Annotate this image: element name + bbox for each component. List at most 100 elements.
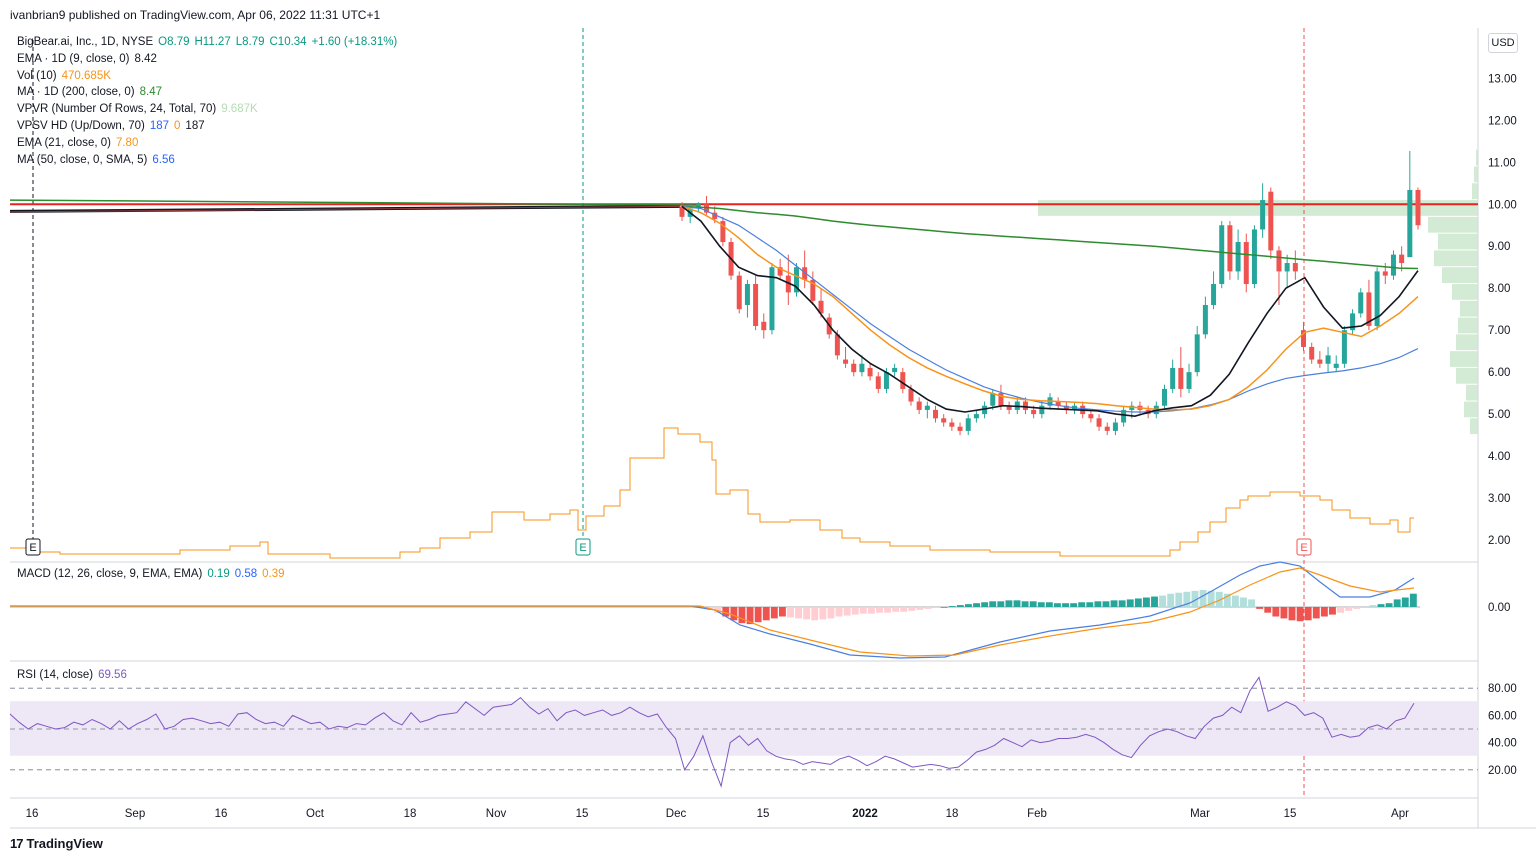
macd-histogram-bar — [1142, 597, 1150, 607]
legend-row-0-value: C10.34 — [269, 36, 307, 48]
rsi-legend-row-value: 69.56 — [98, 669, 127, 681]
time-tick-label: Oct — [306, 808, 325, 820]
legend-row-6[interactable]: EMA (21, close, 0) 7.80 — [17, 135, 397, 152]
legend-row-3[interactable]: MA · 1D (200, close, 0) 8.47 — [17, 84, 397, 101]
tradingview-logo-icon: 17 — [10, 836, 24, 851]
earnings-marker — [25, 538, 41, 556]
macd-histogram-bar — [1329, 607, 1336, 615]
macd-legend-row[interactable]: MACD (12, 26, close, 9, EMA, EMA) 0.19 0.5… — [17, 568, 285, 580]
candle-body — [949, 422, 955, 427]
macd-histogram-bar — [754, 607, 762, 623]
macd-histogram-bar — [973, 603, 980, 607]
legend-row-2[interactable]: Vol (10) 470.685K — [17, 68, 397, 85]
price-tick-label: 13.00 — [1488, 73, 1517, 85]
macd-histogram-bar — [1070, 603, 1078, 607]
vpvr-bar — [1460, 300, 1478, 317]
ema21-line — [681, 205, 1419, 411]
vpvr-bar — [1474, 166, 1478, 183]
macd-legend-row-value: 0.19 — [207, 568, 230, 580]
macd-histogram-bar — [1401, 597, 1409, 607]
macd-histogram-bar — [1159, 595, 1167, 607]
candle-body — [1063, 405, 1069, 410]
macd-histogram-bar — [1191, 590, 1199, 607]
legend-row-6-label: EMA (21, close, 0) — [17, 136, 111, 149]
candle-body — [834, 334, 840, 356]
legend-row-7-value: 6.56 — [152, 153, 175, 166]
macd-histogram-bar — [1223, 593, 1231, 607]
macd-histogram-bar — [884, 607, 892, 613]
macd-histogram-bar — [916, 607, 924, 610]
macd-histogram-bar — [843, 607, 851, 616]
candle-body — [1358, 292, 1364, 314]
vpvr-bar — [1452, 284, 1478, 300]
candle-body — [1382, 271, 1388, 276]
legend-row-7[interactable]: MA (50, close, 0, SMA, 5) 6.56 — [17, 152, 397, 169]
candle-body — [1211, 284, 1217, 305]
macd-histogram-bar — [1005, 600, 1013, 607]
candle-body — [1251, 229, 1257, 285]
price-tick-label: 9.00 — [1488, 241, 1510, 253]
macd-histogram-bar — [746, 607, 754, 625]
volume-line — [10, 427, 1414, 559]
currency-button[interactable]: USD — [1488, 33, 1518, 53]
legend-row-5-value: 187 — [185, 119, 205, 132]
macd-histogram-bar — [1078, 602, 1086, 607]
earnings-marker-label: E — [579, 542, 586, 554]
macd-histogram-bar — [1248, 599, 1256, 607]
macd-histogram-bar — [1393, 599, 1401, 607]
candle-body — [761, 321, 767, 331]
footer-brand[interactable]: 17 TradingView — [10, 836, 103, 851]
macd-histogram-bar — [1272, 607, 1280, 617]
macd-histogram-bar — [1320, 607, 1328, 617]
earnings-marker-label: E — [1300, 542, 1307, 554]
candle-body — [1235, 242, 1241, 272]
macd-histogram-bar — [1062, 603, 1069, 607]
macd-histogram-bar — [1337, 607, 1344, 613]
price-tick-label: 6.00 — [1488, 367, 1510, 379]
legend-row-0-value: L8.79 — [235, 36, 265, 48]
candle-body — [998, 393, 1004, 406]
vpvr-bar — [1428, 216, 1478, 233]
macd-histogram-bar — [1021, 601, 1029, 607]
time-tick-label: Apr — [1391, 808, 1409, 820]
macd-histogram-bar — [1361, 607, 1369, 608]
time-tick-label: 15 — [757, 808, 770, 820]
ema9-line — [681, 205, 1419, 418]
legend-row-5[interactable]: VPSV HD (Up/Down, 70) 187 0 187 — [17, 118, 397, 135]
published-header: ivanbrian9 published on TradingView.com,… — [10, 8, 381, 22]
macd-histogram-bar — [932, 607, 940, 608]
candle-body — [810, 279, 816, 301]
candle-body — [875, 376, 881, 389]
macd-histogram-bar — [738, 607, 746, 624]
rsi-legend-row[interactable]: RSI (14, close) 69.56 — [17, 669, 127, 681]
candle-body — [1276, 250, 1282, 272]
macd-histogram-bar — [876, 607, 883, 613]
macd-histogram-bar — [770, 607, 778, 619]
macd-histogram-bar — [924, 607, 932, 609]
macd-histogram-bar — [803, 607, 811, 620]
legend-row-4[interactable]: VPVR (Number Of Rows, 24, Total, 70) 9.68… — [17, 101, 397, 118]
earnings-marker — [575, 538, 591, 556]
price-tick-label: 4.00 — [1488, 451, 1510, 463]
legend-row-2-value: 470.685K — [61, 69, 111, 82]
legend-row-0[interactable]: BigBear.ai, Inc., 1D, NYSE O8.79 H11.27 L8.… — [17, 34, 397, 51]
candle-body — [1284, 263, 1290, 272]
legend-row-3-label: MA · 1D (200, close, 0) — [17, 86, 135, 99]
macd-histogram-bar — [1134, 598, 1142, 607]
macd-histogram-bar — [900, 607, 908, 612]
candle-body — [1407, 189, 1413, 258]
legend-row-0-label: BigBear.ai, Inc., 1D, NYSE — [17, 36, 154, 48]
candle-body — [924, 405, 930, 410]
candle-body — [1325, 355, 1331, 364]
macd-histogram-bar — [762, 607, 770, 621]
vpvr-bar — [1464, 401, 1478, 418]
candle-body — [1202, 304, 1208, 335]
legend-row-1[interactable]: EMA · 1D (9, close, 0) 8.42 — [17, 51, 397, 68]
macd-line — [10, 561, 1415, 659]
macd-histogram-bar — [948, 606, 956, 607]
macd-histogram-bar — [690, 607, 697, 608]
macd-histogram-bar — [981, 602, 989, 607]
candle-body — [867, 367, 873, 377]
vpvr-bar — [1458, 317, 1478, 334]
